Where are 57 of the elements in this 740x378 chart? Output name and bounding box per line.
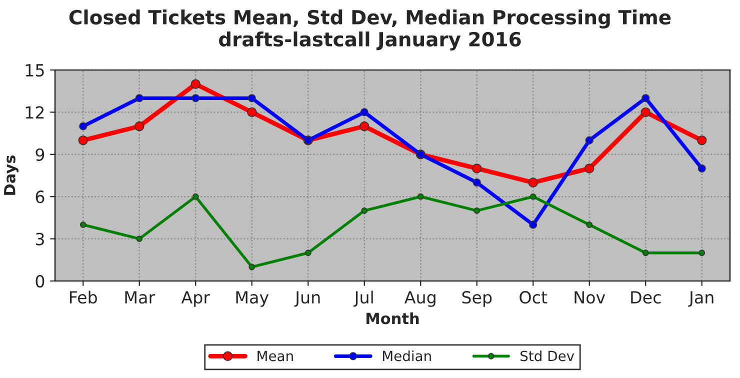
point <box>247 107 257 118</box>
point <box>640 107 650 118</box>
chart-subtitle: drafts-lastcall January 2016 <box>219 32 521 50</box>
y-tick-label: 6 <box>36 190 44 204</box>
point <box>304 250 312 256</box>
point <box>78 135 88 146</box>
point <box>586 222 593 228</box>
point <box>80 222 86 228</box>
point <box>642 94 650 102</box>
point <box>697 135 707 146</box>
y-axis-title: Days <box>4 155 19 195</box>
y-tick-label: 3 <box>36 232 44 246</box>
point <box>136 236 143 242</box>
point <box>190 79 200 89</box>
point <box>135 94 144 102</box>
x-tick-label: Aug <box>404 291 436 307</box>
x-axis-title: Month <box>366 312 419 324</box>
point <box>192 94 200 102</box>
point <box>134 121 144 132</box>
point <box>248 264 256 270</box>
point <box>360 108 368 116</box>
point <box>698 250 706 256</box>
point <box>417 193 424 200</box>
x-tick-label: Sep <box>462 291 492 307</box>
x-tick-label: Dec <box>631 291 661 304</box>
point <box>698 164 706 172</box>
point <box>192 193 199 200</box>
x-tick-label: Feb <box>70 290 97 304</box>
point <box>528 178 538 188</box>
x-tick-label: Apr <box>181 291 210 307</box>
x-tick-label: Mar <box>125 291 156 304</box>
y-tick-label: 9 <box>36 148 44 161</box>
x-tick-label: Jul <box>353 290 373 307</box>
y-tick-label: 15 <box>26 64 44 77</box>
point <box>585 136 594 144</box>
point <box>361 207 368 214</box>
x-tick-label: Jun <box>294 291 320 307</box>
point <box>360 121 370 132</box>
point <box>472 178 481 187</box>
legend-label: Median <box>382 350 431 362</box>
point <box>474 207 480 214</box>
point <box>584 164 594 174</box>
chart-title: Closed Tickets Mean, Std Dev, Median Processing Time <box>69 10 671 28</box>
point <box>642 250 649 256</box>
legend-label: Std Dev <box>520 350 574 362</box>
x-tick-label: Nov <box>574 291 606 304</box>
x-tick-label: May <box>236 291 269 307</box>
point <box>530 193 536 200</box>
x-tick-label: Oct <box>520 291 548 304</box>
y-tick-label: 0 <box>36 274 44 288</box>
point <box>79 122 88 130</box>
point <box>529 220 538 229</box>
legend-label: Mean <box>258 350 293 362</box>
point <box>248 94 256 102</box>
y-tick-label: 12 <box>26 106 44 119</box>
x-tick-label: Jan <box>688 291 714 307</box>
point <box>472 164 482 174</box>
